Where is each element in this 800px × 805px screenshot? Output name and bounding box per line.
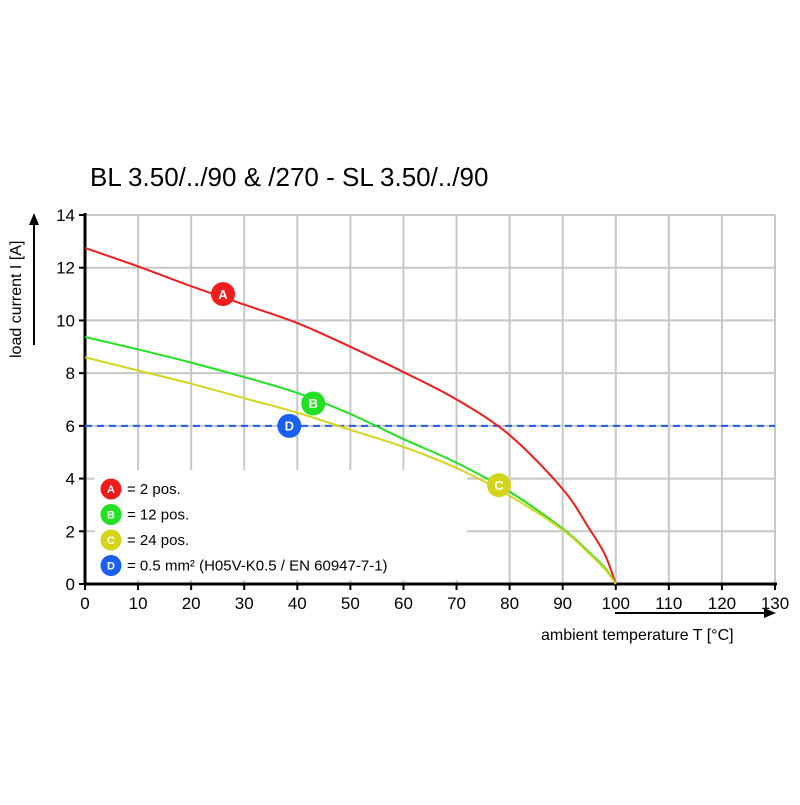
legend-marker-b-letter: B	[107, 509, 115, 521]
series-line-a	[84, 247, 617, 585]
y-tick-label: 8	[66, 364, 75, 383]
marker-b: B	[301, 391, 326, 416]
x-tick-label: 30	[235, 594, 254, 613]
y-tick-label: 12	[56, 259, 75, 278]
legend-marker-b: B	[100, 504, 122, 525]
x-tick-label: 20	[182, 594, 201, 613]
x-tick-label: 60	[394, 594, 413, 613]
marker-d: D	[277, 413, 302, 438]
y-tick-label: 6	[66, 417, 75, 436]
x-tick-label: 120	[708, 594, 736, 613]
legend-marker-d: D	[100, 555, 122, 576]
legend-marker-c-circle	[100, 529, 122, 551]
marker-c: C	[487, 473, 511, 498]
x-tick-label: 50	[341, 594, 360, 613]
y-tick-label: 10	[56, 311, 75, 330]
legend-label: = 0.5 mm² (H05V-K0.5 / EN 60947-7-1)	[127, 558, 388, 575]
legend-marker-c-letter: C	[107, 535, 115, 547]
marker-c-letter: C	[494, 478, 504, 493]
legend-label: = 24 pos.	[127, 532, 189, 549]
legend-label: = 2 pos.	[127, 481, 181, 498]
series-line-c	[84, 356, 617, 585]
x-tick-label: 80	[500, 594, 519, 613]
legend-marker-d-circle	[100, 555, 122, 576]
axes: 0 10 20 30 40 50 60 70 80 90 100 110 120 130 0 2 4 6 8 10 12…	[56, 206, 789, 613]
marker-a: A	[211, 282, 235, 307]
y-arrow-head-icon	[29, 213, 39, 225]
legend-marker-a-letter: A	[107, 484, 115, 496]
legend-marker-a-circle	[100, 478, 122, 500]
x-tick-label: 40	[288, 594, 307, 613]
chart-title: BL 3.50/../90 & /270 - SL 3.50/../90	[90, 162, 488, 192]
marker-a-circle	[211, 282, 235, 307]
y-tick-label: 2	[66, 522, 75, 541]
marker-b-circle	[301, 391, 326, 416]
legend: A = 2 pos. B = 12 pos. C = 24 pos. D = 0.5 mm² …	[100, 478, 388, 576]
legend-marker-b-circle	[100, 504, 122, 525]
x-tick-label: 110	[655, 594, 682, 613]
legend-label: = 12 pos.	[127, 507, 189, 524]
x-tick-label: 10	[129, 594, 148, 613]
legend-background	[95, 470, 467, 580]
legend-marker-a: A	[100, 478, 122, 500]
marker-a-letter: A	[218, 287, 228, 302]
marker-c-circle	[487, 473, 511, 498]
x-tick-label: 70	[447, 594, 466, 613]
marker-d-letter: D	[285, 419, 294, 434]
y-axis-label: load current I [A]	[8, 241, 25, 358]
x-tick-label: 130	[761, 594, 789, 613]
x-tick-label: 90	[553, 594, 572, 613]
marker-d-circle	[277, 413, 302, 438]
legend-marker-d-letter: D	[107, 560, 115, 572]
x-tick-label: 100	[602, 594, 630, 613]
x-axis-label: ambient temperature T [°C]	[541, 627, 734, 644]
y-tick-label: 0	[66, 575, 75, 594]
series-group: A B C D	[84, 247, 775, 585]
x-arrow-head-icon	[764, 608, 776, 618]
legend-marker-c: C	[100, 529, 122, 551]
x-tick-label: 0	[80, 594, 89, 613]
y-tick-label: 4	[66, 470, 75, 489]
marker-b-letter: B	[309, 396, 318, 411]
y-tick-label: 14	[56, 206, 75, 225]
